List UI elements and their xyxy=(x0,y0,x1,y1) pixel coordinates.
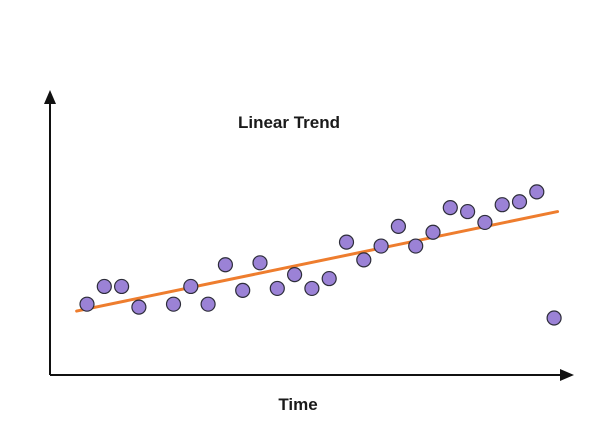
data-point xyxy=(494,197,510,213)
data-point xyxy=(321,270,337,287)
data-point xyxy=(217,257,233,273)
data-point xyxy=(511,194,528,210)
data-point xyxy=(200,296,216,312)
data-point xyxy=(477,214,493,231)
data-point xyxy=(79,296,95,312)
data-point xyxy=(96,278,112,295)
data-point xyxy=(338,234,355,250)
data-point xyxy=(269,280,285,297)
data-point xyxy=(390,218,406,234)
data-points-layer xyxy=(79,184,562,326)
data-point xyxy=(529,184,545,200)
chart-title: Linear Trend xyxy=(238,113,340,132)
trend-line xyxy=(75,210,560,313)
data-point xyxy=(131,299,147,315)
data-point xyxy=(425,224,441,240)
data-point xyxy=(442,200,458,216)
x-axis-label: Time xyxy=(278,395,317,414)
data-point xyxy=(356,252,372,268)
data-point xyxy=(546,310,562,326)
data-point xyxy=(373,238,389,254)
data-point xyxy=(460,203,476,220)
data-point xyxy=(113,278,130,295)
y-axis-arrow xyxy=(44,90,56,104)
data-point xyxy=(408,238,424,254)
axes xyxy=(44,90,574,381)
x-axis-arrow xyxy=(560,369,574,381)
data-point xyxy=(183,278,199,295)
data-point xyxy=(165,296,182,312)
data-point xyxy=(252,255,268,271)
data-point xyxy=(287,267,303,283)
data-point xyxy=(235,282,251,298)
trend-line-layer xyxy=(75,210,560,313)
data-point xyxy=(304,280,320,297)
